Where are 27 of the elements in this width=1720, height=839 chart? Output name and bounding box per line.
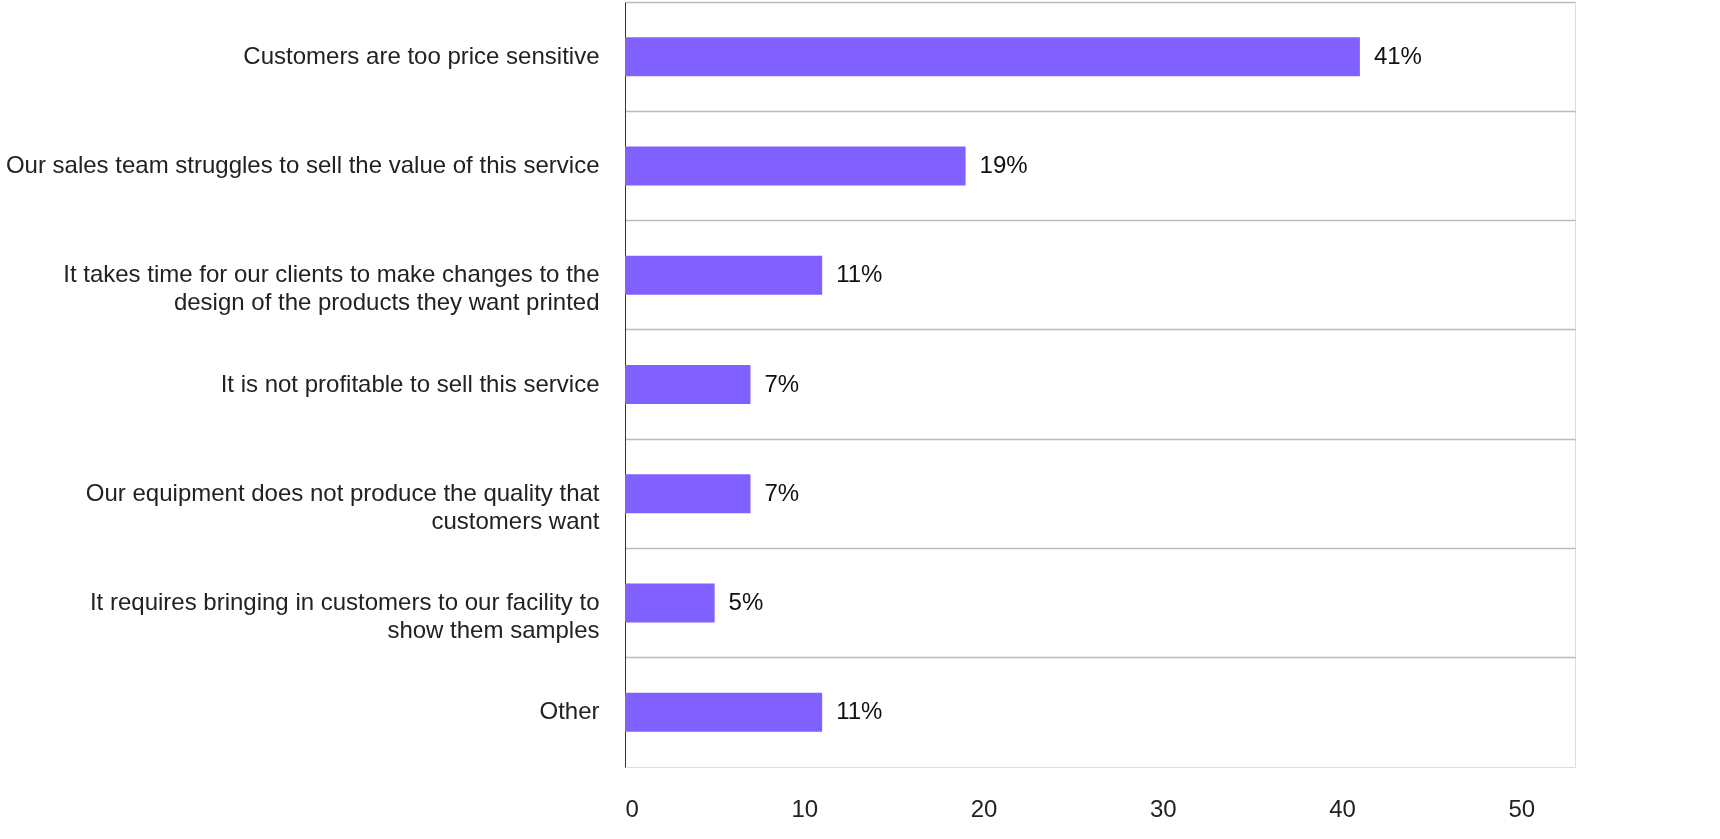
x-tick-label: 10 — [791, 794, 819, 822]
y-tick-label: Other — [539, 697, 600, 725]
data-label: 41% — [1373, 41, 1422, 69]
y-tick-label: Customers are too price sensitive — [243, 41, 600, 69]
data-label: 11% — [836, 260, 883, 288]
bar — [625, 255, 823, 295]
y-tick-label: It is not profitable to sell this service — [220, 369, 600, 397]
y-tick-label: It requires bringing in customers to our facility to show them samples — [89, 588, 600, 644]
data-label: 7% — [764, 478, 800, 506]
bar — [625, 583, 715, 623]
y-tick-label: Our sales team struggles to sell the value of this service — [5, 150, 600, 178]
x-tick-label: 20 — [970, 794, 998, 822]
data-label: 5% — [728, 588, 764, 616]
x-tick-label: 50 — [1508, 794, 1536, 822]
bar — [625, 37, 1360, 77]
bar — [625, 365, 751, 404]
x-tick-label: 40 — [1329, 794, 1356, 822]
y-tick-label: It takes time for our clients to make changes to the design of the products they want printed — [63, 260, 600, 316]
bar — [625, 474, 751, 514]
data-label: 19% — [979, 150, 1028, 178]
y-tick-label: Our equipment does not produce the quality that customers want — [85, 478, 600, 534]
data-label: 11% — [836, 697, 883, 725]
x-tick-label: 0 — [625, 794, 639, 822]
bar — [625, 692, 823, 732]
bar — [625, 146, 966, 186]
x-tick-label: 30 — [1149, 794, 1177, 822]
data-label: 7% — [764, 369, 800, 397]
